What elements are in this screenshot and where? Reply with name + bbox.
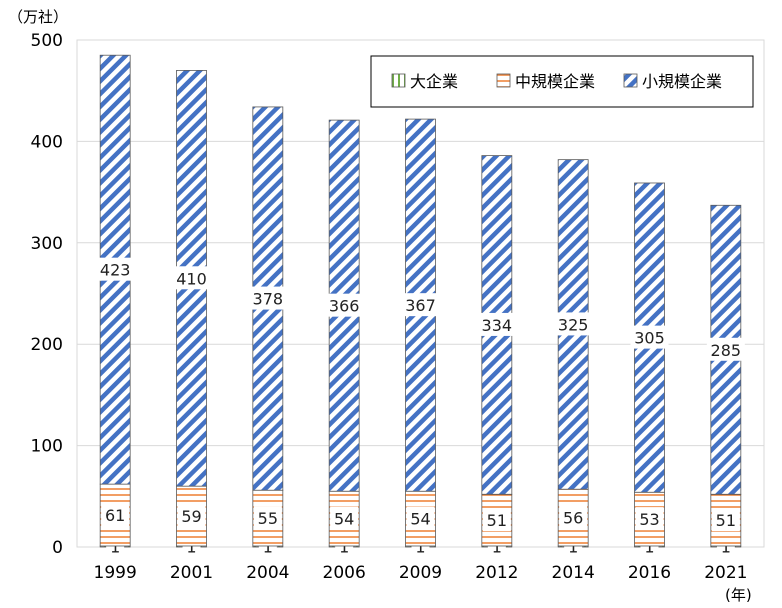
data-label-small-2006: 366 [329,297,360,316]
legend-swatch-mid [496,73,511,88]
data-label-large-2014: 1 [568,537,578,556]
data-label-mid-2004: 55 [258,509,278,528]
data-label-small-2021: 285 [711,341,742,360]
y-unit-label: （万社） [8,8,68,26]
data-label-large-2021: 1 [721,537,731,556]
data-label-small-2009: 367 [405,296,436,315]
data-label-bg [706,337,745,361]
data-label-bg [253,506,282,530]
legend-box [370,55,754,108]
legend-swatch-large [391,73,406,88]
data-label-bg [559,505,588,529]
data-label-bg [482,508,511,532]
x-tick-label: 2009 [399,563,442,583]
data-label-small-2014: 325 [558,315,589,334]
legend-label-mid: 中規模企業 [515,72,595,91]
y-tick-label: 0 [52,538,63,558]
data-label-bg [477,312,516,336]
data-label-mid-2001: 59 [181,507,201,526]
data-label-mid-2012: 51 [487,511,507,530]
data-label-bg [406,506,435,530]
data-label-bg [630,325,669,349]
data-label-bg [101,503,130,527]
x-tick-label: 2001 [170,563,213,583]
y-tick-label: 500 [31,31,63,51]
data-label-bg [177,504,206,528]
x-unit-label: (年) [725,586,752,604]
legend-label-small: 小規模企業 [642,72,722,91]
x-tick-label: 2004 [246,563,289,583]
data-label-bg [248,286,287,310]
x-tick-label: 2021 [704,563,747,583]
data-label-mid-2014: 56 [563,509,583,528]
data-label-bg [401,293,440,317]
data-label-mid-2006: 54 [334,510,354,529]
data-label-small-1999: 423 [100,261,131,280]
data-label-large-2009: 1 [415,537,425,556]
legend-swatch-small [623,73,638,88]
data-label-large-2006: 1 [339,537,349,556]
data-label-mid-2009: 54 [410,510,430,529]
data-label-large-1999: 1 [110,537,120,556]
data-label-bg [172,266,211,290]
x-tick-label: 2012 [475,563,518,583]
data-label-large-2012: 1 [492,537,502,556]
y-tick-label: 300 [31,234,63,254]
y-axis: 0 100 200 300 400 500 [31,31,63,558]
legend: 大企業 中規模企業 小規模企業 [370,55,754,108]
data-label-bg [330,506,359,530]
data-label-mid-1999: 61 [105,506,125,525]
data-label-bg [554,312,593,336]
x-tick-label: 2016 [628,563,671,583]
data-label-large-2004: 1 [263,537,273,556]
data-label-bg [96,257,135,281]
data-label-small-2001: 410 [176,269,207,288]
x-tick-label: 1999 [94,563,137,583]
legend-label-large: 大企業 [410,72,458,91]
data-label-large-2001: 1 [186,537,196,556]
data-label-bg [325,293,364,317]
y-tick-label: 400 [31,132,63,152]
x-tick-label: 2014 [552,563,595,583]
data-label-large-2016: 1 [644,537,654,556]
y-tick-label: 200 [31,335,63,355]
data-label-small-2016: 305 [634,329,665,348]
data-label-bg [635,507,664,531]
data-label-bg [711,508,740,532]
data-label-small-2012: 334 [482,316,513,335]
x-tick-label: 2006 [323,563,366,583]
data-label-mid-2016: 53 [639,510,659,529]
x-axis: 1999 2001 2004 2006 2009 2012 2014 2016 2021 [94,563,748,583]
y-tick-label: 100 [31,437,63,457]
bars: 1 61 423 1 59 410 1 55 378 1 54 366 1 54 367 1 51 334 1 56 3… [96,54,745,558]
data-label-mid-2021: 51 [716,511,736,530]
data-label-small-2004: 378 [253,290,284,309]
